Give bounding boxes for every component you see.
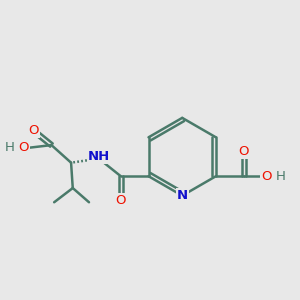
Text: N: N (177, 189, 188, 202)
Text: O: O (28, 124, 39, 137)
Text: O: O (261, 170, 272, 183)
Text: H: H (4, 141, 14, 154)
Text: O: O (238, 146, 249, 158)
Text: H: H (276, 170, 286, 183)
Text: NH: NH (88, 150, 110, 164)
Text: O: O (18, 141, 28, 154)
Text: O: O (116, 194, 126, 207)
